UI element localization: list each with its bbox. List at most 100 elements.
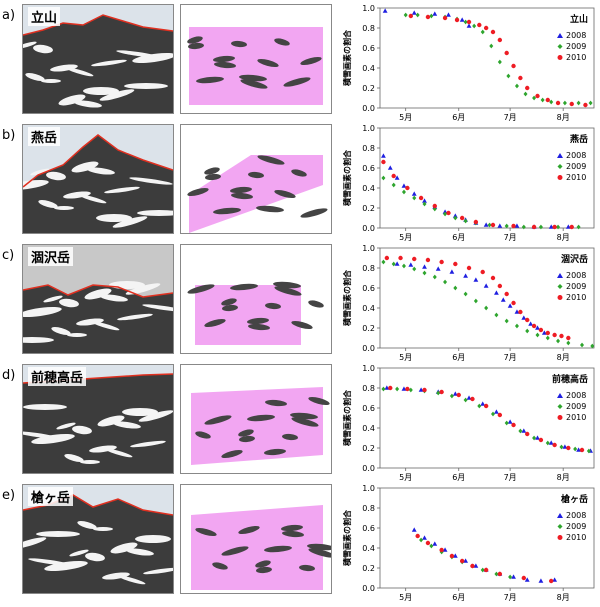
point-2008 <box>548 224 554 229</box>
rock-patch <box>291 169 307 177</box>
point-2009 <box>497 59 502 65</box>
chart-title: 前穂高岳 <box>552 373 588 385</box>
point-2009 <box>518 428 523 434</box>
y-tick-label: 0.2 <box>362 84 375 93</box>
snow-patch <box>110 542 138 554</box>
point-2009 <box>549 99 554 105</box>
point-2009 <box>381 175 386 181</box>
rock-patch <box>300 208 328 218</box>
snow-ratio-chart: 0.0 0.2 0.4 0.6 0.8 1.0 5月 6月 7月 8月 積雪画素の割合 燕岳 2008 2… <box>336 124 600 242</box>
y-tick-label: 1.0 <box>362 244 375 253</box>
snow-patch <box>92 321 120 331</box>
y-tick-label: 0.8 <box>362 384 375 393</box>
point-2008 <box>381 153 386 158</box>
point-2009 <box>429 543 434 549</box>
point-2008 <box>514 223 520 228</box>
snow-patch <box>41 79 61 83</box>
snow-patch <box>23 537 47 549</box>
legend-marker-2009 <box>557 44 563 49</box>
point-2010 <box>545 97 550 103</box>
point-2009 <box>532 435 537 441</box>
snow-patch <box>44 560 88 572</box>
snow-ratio-chart: 0.0 0.2 0.4 0.6 0.8 1.0 5月 6月 7月 8月 積雪画素の割合 立山 2008 2… <box>336 4 600 122</box>
x-tick-label: 7月 <box>504 233 517 242</box>
rock-patch <box>247 317 269 325</box>
panel-letter: d) <box>2 368 16 383</box>
rock-patch <box>230 283 258 291</box>
legend-label: 2010 <box>566 173 586 182</box>
snow-patch <box>30 168 50 176</box>
point-2008 <box>432 11 438 16</box>
point-2010 <box>511 300 516 306</box>
snow-patch <box>137 210 173 216</box>
rock-patch <box>308 396 330 406</box>
rock-patch <box>291 417 319 427</box>
point-2008 <box>387 165 393 170</box>
snow-patch <box>125 283 161 295</box>
rock-patch <box>240 79 268 89</box>
point-2008 <box>411 527 417 532</box>
snow-patch <box>23 306 62 318</box>
snow-patch <box>102 572 130 580</box>
legend-label: 2010 <box>566 533 586 542</box>
snow-patch <box>122 408 158 416</box>
point-2008 <box>565 224 571 229</box>
y-tick-label: 1.0 <box>362 4 375 13</box>
mountain-photo: 立山 <box>22 4 174 114</box>
point-2009 <box>588 100 593 106</box>
y-tick-label: 0.2 <box>362 564 375 573</box>
point-2010 <box>384 255 390 261</box>
x-tick-label: 5月 <box>399 473 412 482</box>
y-axis-label: 積雪画素の割合 <box>342 509 352 567</box>
point-2008 <box>524 577 530 582</box>
plot-frame <box>379 247 595 349</box>
point-2010 <box>511 63 516 69</box>
x-tick-label: 8月 <box>557 113 570 122</box>
snow-patch <box>118 575 146 585</box>
point-2009 <box>535 332 540 338</box>
point-2009 <box>556 338 561 344</box>
panel-letter: a) <box>2 8 16 23</box>
y-tick-label: 0.8 <box>362 264 375 273</box>
legend-marker-2009 <box>557 164 563 169</box>
snow-patch <box>129 177 173 185</box>
snow-patch <box>38 200 58 208</box>
y-axis-label: 積雪画素の割合 <box>342 269 352 327</box>
legend-marker-2010 <box>557 175 563 180</box>
rock-patch <box>283 77 311 87</box>
y-tick-label: 0.8 <box>362 24 375 33</box>
point-2009 <box>391 261 396 267</box>
point-2010 <box>459 215 465 221</box>
rock-patch <box>221 546 249 556</box>
y-tick-label: 0.6 <box>362 524 375 533</box>
point-2010 <box>483 25 489 31</box>
point-2008 <box>401 386 407 391</box>
legend-marker-2008 <box>557 153 563 158</box>
point-2009 <box>514 83 519 89</box>
point-2008 <box>418 387 424 392</box>
photo-art <box>23 5 173 113</box>
x-tick-label: 6月 <box>452 593 465 602</box>
point-2008 <box>463 558 468 563</box>
point-2010 <box>466 19 472 25</box>
point-2010 <box>511 422 516 428</box>
point-2010 <box>549 578 554 584</box>
legend-marker-2008 <box>557 393 563 398</box>
mask-art <box>191 505 331 590</box>
point-2008 <box>541 330 547 335</box>
point-2010 <box>552 224 557 230</box>
point-2008 <box>507 419 513 424</box>
snow-patch <box>33 44 53 54</box>
legend-label: 2010 <box>566 413 586 422</box>
point-2009 <box>573 446 578 452</box>
chart-svg: 0.0 0.2 0.4 0.6 0.8 1.0 5月 6月 7月 8月 積雪画素の割合 燕岳 2008 2… <box>342 124 595 242</box>
point-2010 <box>525 317 530 323</box>
chart-title: 燕岳 <box>570 133 588 145</box>
point-2010 <box>552 442 557 448</box>
point-2008 <box>562 444 568 449</box>
point-2010 <box>497 37 503 43</box>
mask-art <box>187 27 323 105</box>
point-2010 <box>470 563 475 569</box>
chart-svg: 0.0 0.2 0.4 0.6 0.8 1.0 5月 6月 7月 8月 積雪画素の割合 立山 2008 2… <box>342 4 595 122</box>
point-2009 <box>489 43 494 49</box>
